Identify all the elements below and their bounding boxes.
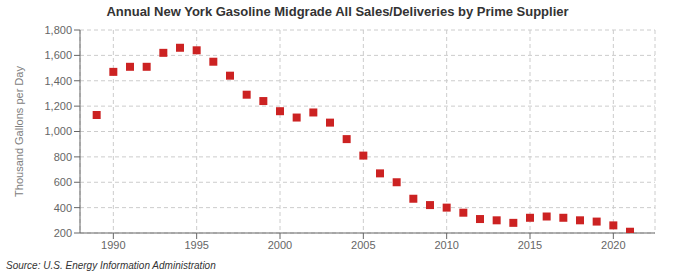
svg-text:1,400: 1,400	[44, 75, 72, 87]
svg-text:2020: 2020	[601, 239, 625, 251]
svg-text:200: 200	[54, 227, 72, 239]
svg-text:1990: 1990	[101, 239, 125, 251]
html-text:Source: U.S. Energy Informatio: Source: U.S. Energy Information Administ…	[6, 260, 216, 271]
svg-text:400: 400	[54, 202, 72, 214]
svg-text:600: 600	[54, 176, 72, 188]
svg-text:1,000: 1,000	[44, 125, 72, 137]
svg-text:2000: 2000	[268, 239, 292, 251]
svg-text:800: 800	[54, 151, 72, 163]
svg-text:Thousand Gallons per Day: Thousand Gallons per Day	[13, 66, 25, 197]
svg-text:2010: 2010	[434, 239, 458, 251]
svg-text:2015: 2015	[518, 239, 542, 251]
svg-text:1995: 1995	[184, 239, 208, 251]
svg-text:2005: 2005	[351, 239, 375, 251]
svg-text:1,600: 1,600	[44, 49, 72, 61]
svg-text:1,200: 1,200	[44, 100, 72, 112]
svg-text:1,800: 1,800	[44, 24, 72, 36]
html-text:Annual New York Gasoline Midgr: Annual New York Gasoline Midgrade All Sa…	[106, 4, 569, 19]
